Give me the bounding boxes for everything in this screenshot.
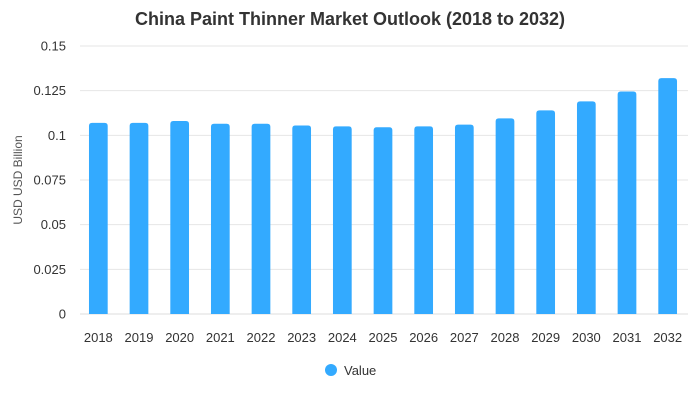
y-tick-label: 0.15 bbox=[41, 39, 66, 54]
x-tick-label: 2024 bbox=[328, 330, 357, 345]
bar-2020[interactable] bbox=[170, 121, 190, 314]
bar-2022[interactable] bbox=[251, 123, 271, 314]
x-tick-label: 2022 bbox=[247, 330, 276, 345]
x-tick-label: 2020 bbox=[165, 330, 194, 345]
bar-2029[interactable] bbox=[536, 110, 556, 314]
bar-2023[interactable] bbox=[292, 125, 312, 314]
bar-2024[interactable] bbox=[332, 126, 352, 315]
legend-swatch[interactable] bbox=[325, 364, 337, 376]
y-tick-label: 0.125 bbox=[33, 83, 66, 98]
bar-2019[interactable] bbox=[129, 122, 149, 315]
x-tick-label: 2023 bbox=[287, 330, 316, 345]
x-tick-label: 2028 bbox=[491, 330, 520, 345]
bars bbox=[88, 78, 678, 315]
y-tick-label: 0.1 bbox=[48, 128, 66, 143]
x-tick-label: 2032 bbox=[653, 330, 682, 345]
x-tick-label: 2030 bbox=[572, 330, 601, 345]
y-tick-label: 0.05 bbox=[41, 217, 66, 232]
x-axis-ticks: 2018 2019 2020 2021 2022 2023 2024 2025 2026 2027… bbox=[84, 330, 682, 345]
legend[interactable]: Value bbox=[325, 363, 376, 378]
y-tick-label: 0 bbox=[59, 307, 66, 322]
bar-2031[interactable] bbox=[617, 91, 637, 314]
chart-title: China Paint Thinner Market Outlook (2018… bbox=[135, 9, 565, 29]
y-tick-label: 0.025 bbox=[33, 262, 66, 277]
legend-label[interactable]: Value bbox=[344, 363, 376, 378]
bar-2028[interactable] bbox=[495, 118, 515, 314]
bar-2026[interactable] bbox=[414, 126, 434, 315]
y-tick-label: 0.075 bbox=[33, 173, 66, 188]
x-tick-label: 2018 bbox=[84, 330, 113, 345]
x-tick-label: 2031 bbox=[613, 330, 642, 345]
x-tick-label: 2019 bbox=[125, 330, 154, 345]
x-tick-label: 2027 bbox=[450, 330, 479, 345]
bar-2018[interactable] bbox=[88, 122, 108, 315]
bar-2021[interactable] bbox=[210, 123, 230, 314]
y-axis-label: USD USD Billion bbox=[11, 135, 25, 224]
bar-2032[interactable] bbox=[658, 78, 678, 314]
x-tick-label: 2021 bbox=[206, 330, 235, 345]
bar-2027[interactable] bbox=[454, 124, 474, 314]
y-axis-ticks: 0 0.025 0.05 0.075 0.1 0.125 0.15 bbox=[33, 39, 66, 322]
bar-2030[interactable] bbox=[576, 101, 596, 315]
x-tick-label: 2026 bbox=[409, 330, 438, 345]
x-tick-label: 2025 bbox=[369, 330, 398, 345]
x-tick-label: 2029 bbox=[531, 330, 560, 345]
bar-2025[interactable] bbox=[373, 127, 393, 314]
